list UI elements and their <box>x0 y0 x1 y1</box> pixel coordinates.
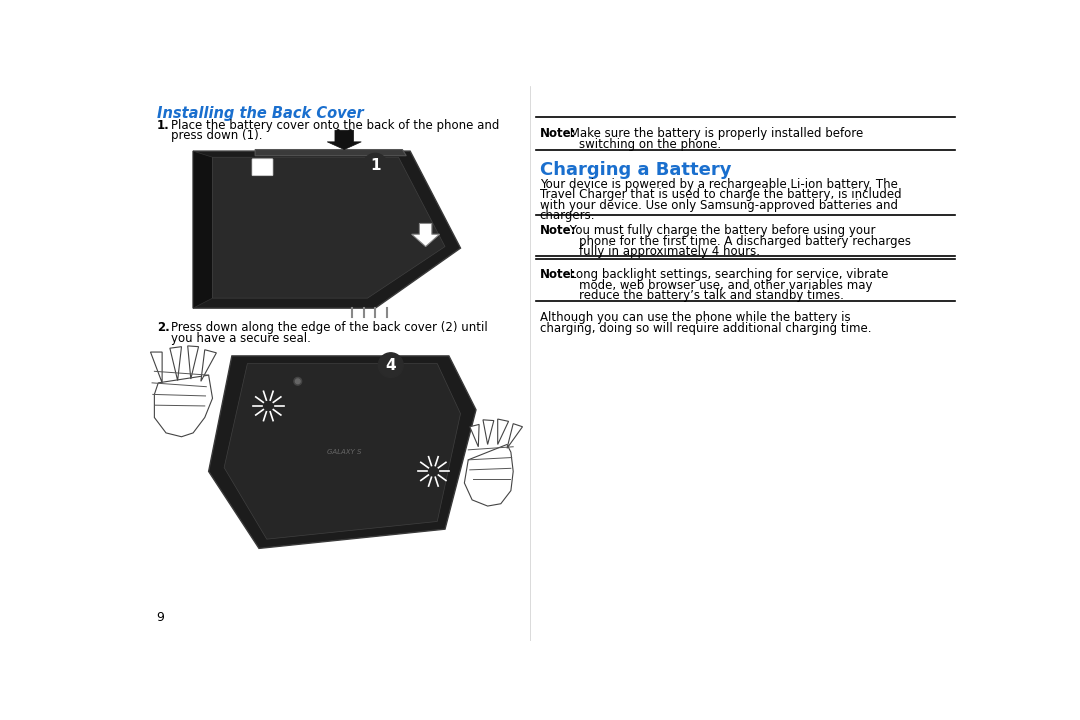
Polygon shape <box>193 151 213 308</box>
Polygon shape <box>470 424 480 446</box>
Text: chargers.: chargers. <box>540 210 595 222</box>
Text: 1: 1 <box>370 158 380 174</box>
Text: 2.: 2. <box>157 321 170 334</box>
Text: 4: 4 <box>386 358 396 373</box>
Text: Long backlight settings, searching for service, vibrate: Long backlight settings, searching for s… <box>566 268 888 281</box>
Circle shape <box>363 153 388 178</box>
Text: Charging a Battery: Charging a Battery <box>540 161 731 179</box>
Polygon shape <box>464 444 513 506</box>
Polygon shape <box>188 346 199 379</box>
Text: Note:: Note: <box>540 268 576 281</box>
Text: charging, doing so will require additional charging time.: charging, doing so will require addition… <box>540 322 872 335</box>
Polygon shape <box>208 356 476 549</box>
Text: Installing the Back Cover: Installing the Back Cover <box>157 106 364 121</box>
Polygon shape <box>507 423 523 449</box>
FancyBboxPatch shape <box>252 159 273 176</box>
Text: GALAXY S: GALAXY S <box>327 449 362 455</box>
Text: with your device. Use only Samsung-approved batteries and: with your device. Use only Samsung-appro… <box>540 199 897 212</box>
Circle shape <box>294 377 301 385</box>
Polygon shape <box>498 419 509 444</box>
Polygon shape <box>150 352 162 383</box>
Text: Note:: Note: <box>540 224 576 237</box>
Polygon shape <box>225 364 460 539</box>
Polygon shape <box>170 346 181 381</box>
Text: Although you can use the phone while the battery is: Although you can use the phone while the… <box>540 311 850 324</box>
Circle shape <box>378 353 403 377</box>
Polygon shape <box>201 350 216 382</box>
Polygon shape <box>327 130 362 150</box>
Text: press down (1).: press down (1). <box>171 129 262 142</box>
Polygon shape <box>483 420 494 444</box>
Text: reduce the battery’s talk and standby times.: reduce the battery’s talk and standby ti… <box>579 289 843 302</box>
Polygon shape <box>154 375 213 437</box>
Text: fully in approximately 4 hours.: fully in approximately 4 hours. <box>579 245 760 258</box>
Text: switching on the phone.: switching on the phone. <box>579 138 721 150</box>
Text: 1.: 1. <box>157 119 170 132</box>
Circle shape <box>296 379 300 384</box>
Text: Place the battery cover onto the back of the phone and: Place the battery cover onto the back of… <box>171 119 499 132</box>
Text: Make sure the battery is properly installed before: Make sure the battery is properly instal… <box>566 127 863 140</box>
Text: mode, web browser use, and other variables may: mode, web browser use, and other variabl… <box>579 279 873 292</box>
Text: 9: 9 <box>157 611 164 624</box>
Text: Note:: Note: <box>540 127 576 140</box>
Text: phone for the first time. A discharged battery recharges: phone for the first time. A discharged b… <box>579 235 912 248</box>
Text: you have a secure seal.: you have a secure seal. <box>171 332 311 345</box>
Polygon shape <box>193 151 460 308</box>
Polygon shape <box>255 150 406 156</box>
Text: You must fully charge the battery before using your: You must fully charge the battery before… <box>566 224 876 237</box>
Polygon shape <box>411 223 440 246</box>
Text: Your device is powered by a rechargeable Li-ion battery. The: Your device is powered by a rechargeable… <box>540 178 897 191</box>
Polygon shape <box>213 157 445 298</box>
Text: Press down along the edge of the back cover (2) until: Press down along the edge of the back co… <box>171 321 487 334</box>
Text: Travel Charger that is used to charge the battery, is included: Travel Charger that is used to charge th… <box>540 189 901 202</box>
